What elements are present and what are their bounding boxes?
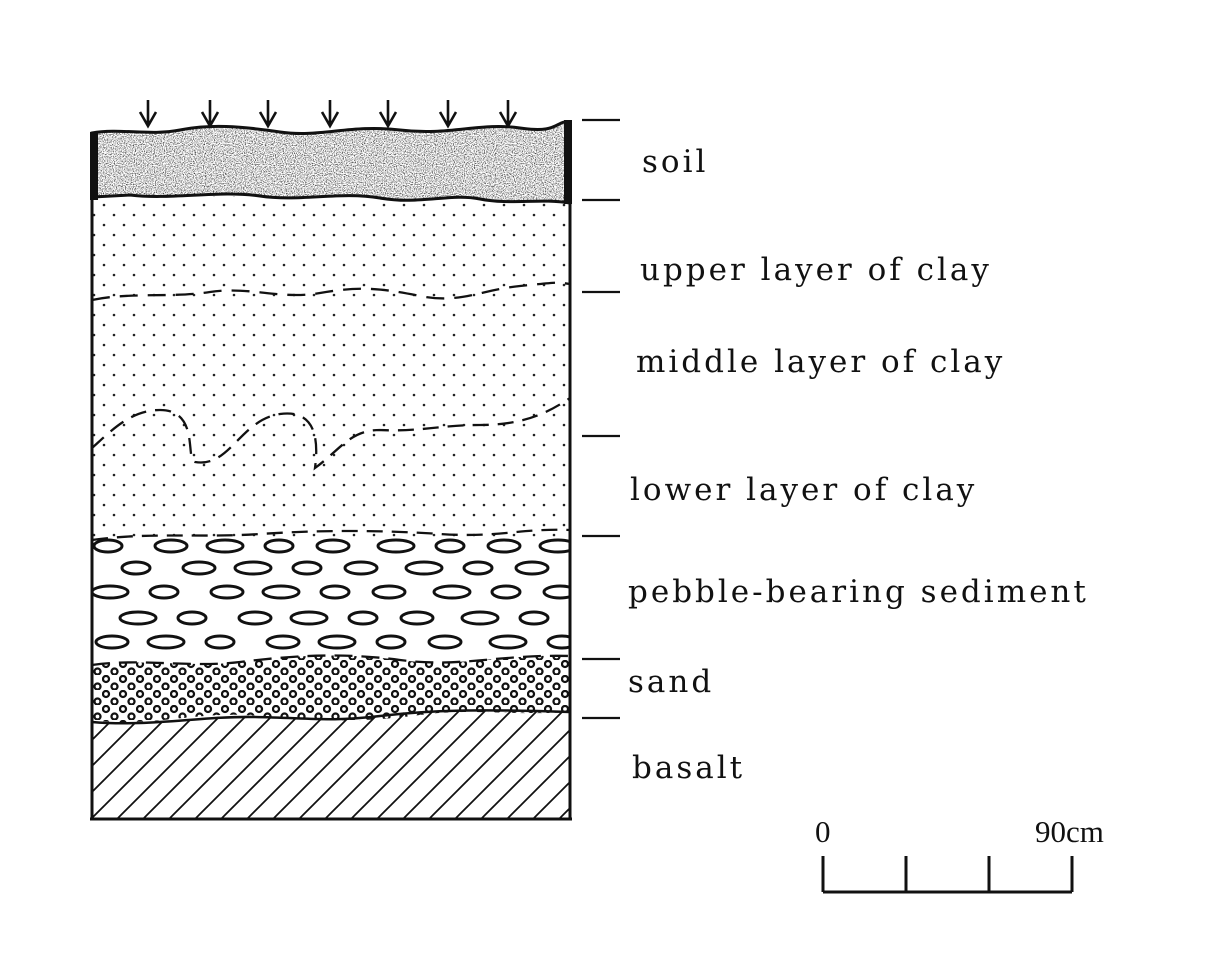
pebble — [263, 538, 295, 554]
pebble — [237, 610, 273, 626]
pebble — [92, 584, 130, 600]
pebble — [486, 538, 522, 554]
scale-start-label: 0 — [815, 814, 831, 849]
scale-bar: 0 90cm — [815, 814, 1104, 894]
arrow-1 — [138, 100, 158, 129]
boundary-middle-lower-clay — [91, 397, 571, 471]
soil-right-edge — [564, 120, 572, 204]
pebble — [153, 538, 189, 554]
pebble-fill — [92, 538, 570, 650]
label-soil: soil — [642, 144, 708, 180]
label-pebble-sediment: pebble-bearing sediment — [628, 574, 1089, 610]
boundary-ticks — [582, 118, 620, 720]
clay-fill-pattern — [92, 196, 570, 541]
pebble — [375, 634, 407, 650]
pebble — [289, 610, 329, 626]
pebble — [546, 634, 570, 650]
pebble — [233, 560, 273, 576]
layer-labels: soil upper layer of clay middle layer of… — [628, 144, 1089, 786]
pebble — [371, 584, 407, 600]
pebble — [317, 634, 357, 650]
pebble — [542, 584, 570, 600]
pebble — [209, 584, 245, 600]
arrow-6 — [438, 100, 458, 129]
pebble — [204, 634, 236, 650]
pebble — [347, 610, 379, 626]
soil-fill — [92, 121, 570, 203]
label-sand: sand — [628, 664, 714, 700]
sand-fill-pattern — [92, 655, 570, 723]
label-basalt: basalt — [632, 750, 745, 786]
pebble — [94, 634, 130, 650]
pebble — [265, 634, 301, 650]
pebble — [488, 634, 528, 650]
pebble — [427, 634, 463, 650]
pebble — [514, 560, 550, 576]
pebble — [432, 584, 472, 600]
pebble — [120, 560, 152, 576]
scale-end-label: 90cm — [1035, 814, 1104, 849]
surface-infiltration-arrows — [138, 100, 518, 129]
pebble — [319, 584, 351, 600]
pebble — [118, 610, 158, 626]
pebble — [148, 584, 180, 600]
arrow-4 — [320, 100, 340, 129]
pebble — [460, 610, 500, 626]
pebble — [205, 538, 245, 554]
pebble — [92, 538, 124, 554]
arrow-2 — [200, 100, 220, 129]
pebble — [399, 610, 435, 626]
soil-outline — [90, 120, 572, 205]
strata-column — [90, 100, 572, 821]
pebble — [181, 560, 217, 576]
basalt-top-boundary — [91, 709, 571, 725]
pebble — [146, 634, 186, 650]
boundary-upper-middle-clay — [91, 281, 571, 302]
label-middle-clay: middle layer of clay — [636, 344, 1005, 380]
pebble — [434, 538, 466, 554]
arrow-5 — [378, 100, 398, 129]
boundary-clay-pebble — [91, 528, 571, 542]
pebble — [261, 584, 301, 600]
pebble — [404, 560, 444, 576]
pebble — [315, 538, 351, 554]
pebble — [538, 538, 570, 554]
pebble — [376, 538, 416, 554]
pebble — [176, 610, 208, 626]
label-upper-clay: upper layer of clay — [640, 252, 992, 288]
arrow-3 — [258, 100, 278, 129]
soil-left-edge — [90, 132, 98, 200]
basalt-fill-hatch — [92, 710, 570, 818]
pebble — [462, 560, 494, 576]
pebble — [490, 584, 522, 600]
pebble — [291, 560, 323, 576]
arrow-7 — [498, 100, 518, 129]
pebble — [518, 610, 550, 626]
label-lower-clay: lower layer of clay — [630, 472, 977, 508]
boundary-pebble-sand — [91, 654, 571, 667]
pebble — [343, 560, 379, 576]
